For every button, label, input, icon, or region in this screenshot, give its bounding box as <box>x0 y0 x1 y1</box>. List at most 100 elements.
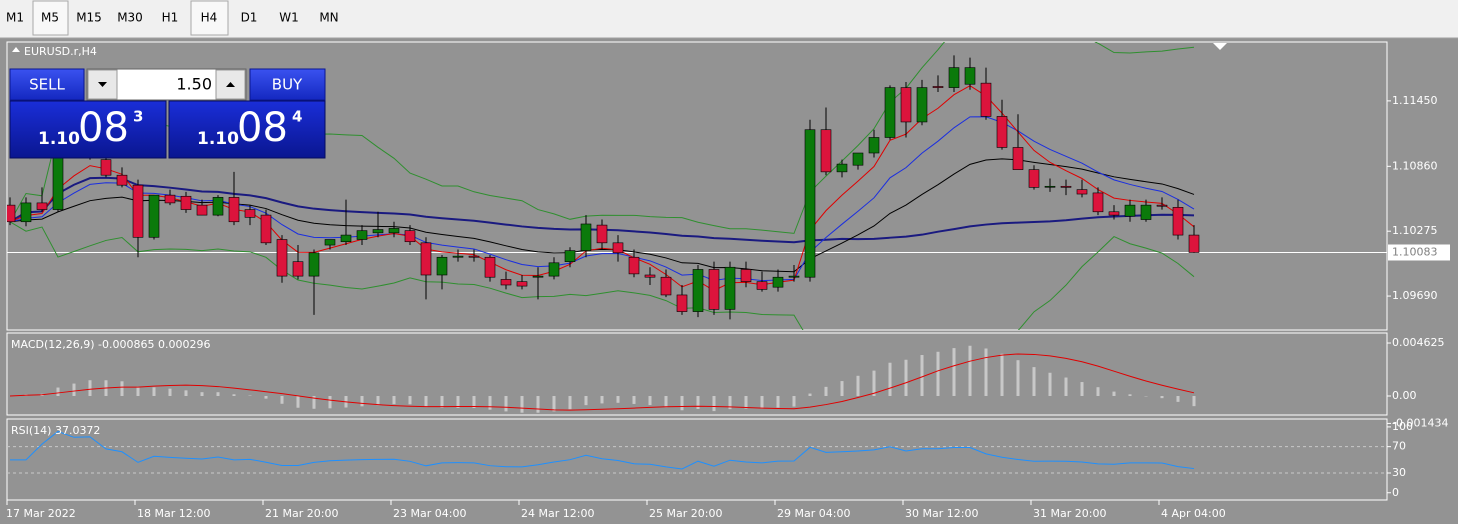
candle-body <box>676 294 688 312</box>
time-label: 21 Mar 20:00 <box>265 507 338 520</box>
timeframe-button[interactable]: M30 <box>117 11 143 25</box>
bid-point: 3 <box>133 108 143 126</box>
rsi-tick-label: 70 <box>1392 440 1406 453</box>
rsi-tick-label: 30 <box>1392 466 1406 479</box>
candle-body <box>900 87 912 123</box>
time-label: 30 Mar 12:00 <box>905 507 978 520</box>
candle-body <box>228 197 240 223</box>
timeframe-button[interactable]: D1 <box>241 11 258 25</box>
timeframe-button[interactable]: H4 <box>201 11 218 25</box>
candle-body <box>580 223 592 251</box>
candle-body <box>532 275 544 278</box>
collapse-icon[interactable] <box>12 47 20 52</box>
candle-body <box>756 281 768 290</box>
candle-body <box>468 255 480 258</box>
rsi-panel <box>6 418 1388 501</box>
candle-body <box>1028 169 1040 188</box>
rsi-line <box>10 430 1195 470</box>
candle-body <box>788 275 800 278</box>
buy-button[interactable] <box>249 68 326 101</box>
macd-tick-label: -0.001434 <box>1392 416 1448 429</box>
chart-title: EURUSD.r,H4 <box>24 45 97 58</box>
bollinger-lower <box>9 221 1195 330</box>
candle-body <box>916 87 928 123</box>
candle-body <box>100 159 112 176</box>
timeframe-button[interactable]: M15 <box>76 11 102 25</box>
candle-body <box>724 266 736 310</box>
candle-body <box>1060 185 1072 188</box>
candle-body <box>20 202 32 223</box>
candle-body <box>452 255 464 258</box>
rsi-tick-label: 100 <box>1392 420 1413 433</box>
candle-body <box>548 262 560 277</box>
ask-box[interactable] <box>168 100 326 159</box>
sell-button[interactable] <box>9 68 85 101</box>
candle-body <box>7 204 16 223</box>
candle-body <box>836 163 848 173</box>
candle-body <box>964 67 976 85</box>
current-price-box <box>1388 244 1450 261</box>
current-price-label: 1.10083 <box>1392 245 1438 258</box>
candle-body <box>1012 147 1024 170</box>
ask-point: 4 <box>292 108 302 126</box>
candle-body <box>276 239 288 277</box>
candle-body <box>1092 192 1104 213</box>
rsi-label: RSI(14) 37.0372 <box>11 424 100 437</box>
timeframe-button[interactable]: W1 <box>279 11 299 25</box>
candle-body <box>1140 204 1152 220</box>
candle-body <box>820 129 832 173</box>
candle-body <box>660 276 672 296</box>
ask-big: 1.10 <box>197 129 239 149</box>
candle-body <box>340 234 352 243</box>
timeframe-button[interactable]: M5 <box>41 11 59 25</box>
candle-body <box>980 82 992 117</box>
bid-pips: 08 <box>78 105 129 151</box>
candle-body <box>516 281 528 287</box>
candle-body <box>868 137 880 154</box>
candle-body <box>708 269 720 310</box>
candle-body <box>740 269 752 282</box>
candle-body <box>1156 204 1168 207</box>
candle-body <box>1172 207 1184 236</box>
candle-body <box>996 116 1008 148</box>
candle-body <box>404 230 416 243</box>
time-label: 25 Mar 20:00 <box>649 507 722 520</box>
candle-body <box>372 229 384 234</box>
timeframe-button[interactable]: MN <box>319 11 338 25</box>
time-label: 18 Mar 12:00 <box>137 507 210 520</box>
one-click-trading: SELL 1.50 BUY 1.10 08 3 1.10 08 4 <box>9 68 326 159</box>
candle-body <box>292 261 304 277</box>
toolbar <box>0 0 1458 38</box>
candle-body <box>1044 185 1056 188</box>
candle-body <box>932 86 944 88</box>
volume-value[interactable]: 1.50 <box>176 75 212 94</box>
candle-body <box>948 67 960 88</box>
bid-big: 1.10 <box>38 129 80 149</box>
timeframe-selected[interactable] <box>32 0 69 36</box>
candle-body <box>132 184 144 238</box>
time-label: 4 Apr 04:00 <box>1161 507 1226 520</box>
macd-tick-label: 0.00 <box>1392 389 1417 402</box>
candle-body <box>804 129 816 278</box>
timeframe-button[interactable]: H1 <box>162 11 179 25</box>
candle-body <box>644 274 656 278</box>
bid-box[interactable] <box>9 100 167 159</box>
candle-body <box>116 174 128 186</box>
time-label: 31 Mar 20:00 <box>1033 507 1106 520</box>
main-panel <box>6 41 1388 331</box>
price-tick-label: 1.10275 <box>1392 224 1438 237</box>
macd-tick-label: 0.004625 <box>1392 336 1445 349</box>
candle-body <box>356 230 368 240</box>
timeframe-button[interactable]: M1 <box>6 11 24 25</box>
timeframe-selected[interactable] <box>190 0 229 36</box>
candle-body <box>308 252 320 277</box>
sell-label: SELL <box>29 76 65 94</box>
candle-body <box>852 152 864 166</box>
macd-label: MACD(12,26,9) -0.000865 0.000296 <box>11 338 210 351</box>
candle-body <box>564 250 576 262</box>
price-tick-label: 1.09690 <box>1392 289 1438 302</box>
candle-body <box>164 194 176 204</box>
candle-body <box>692 269 704 312</box>
